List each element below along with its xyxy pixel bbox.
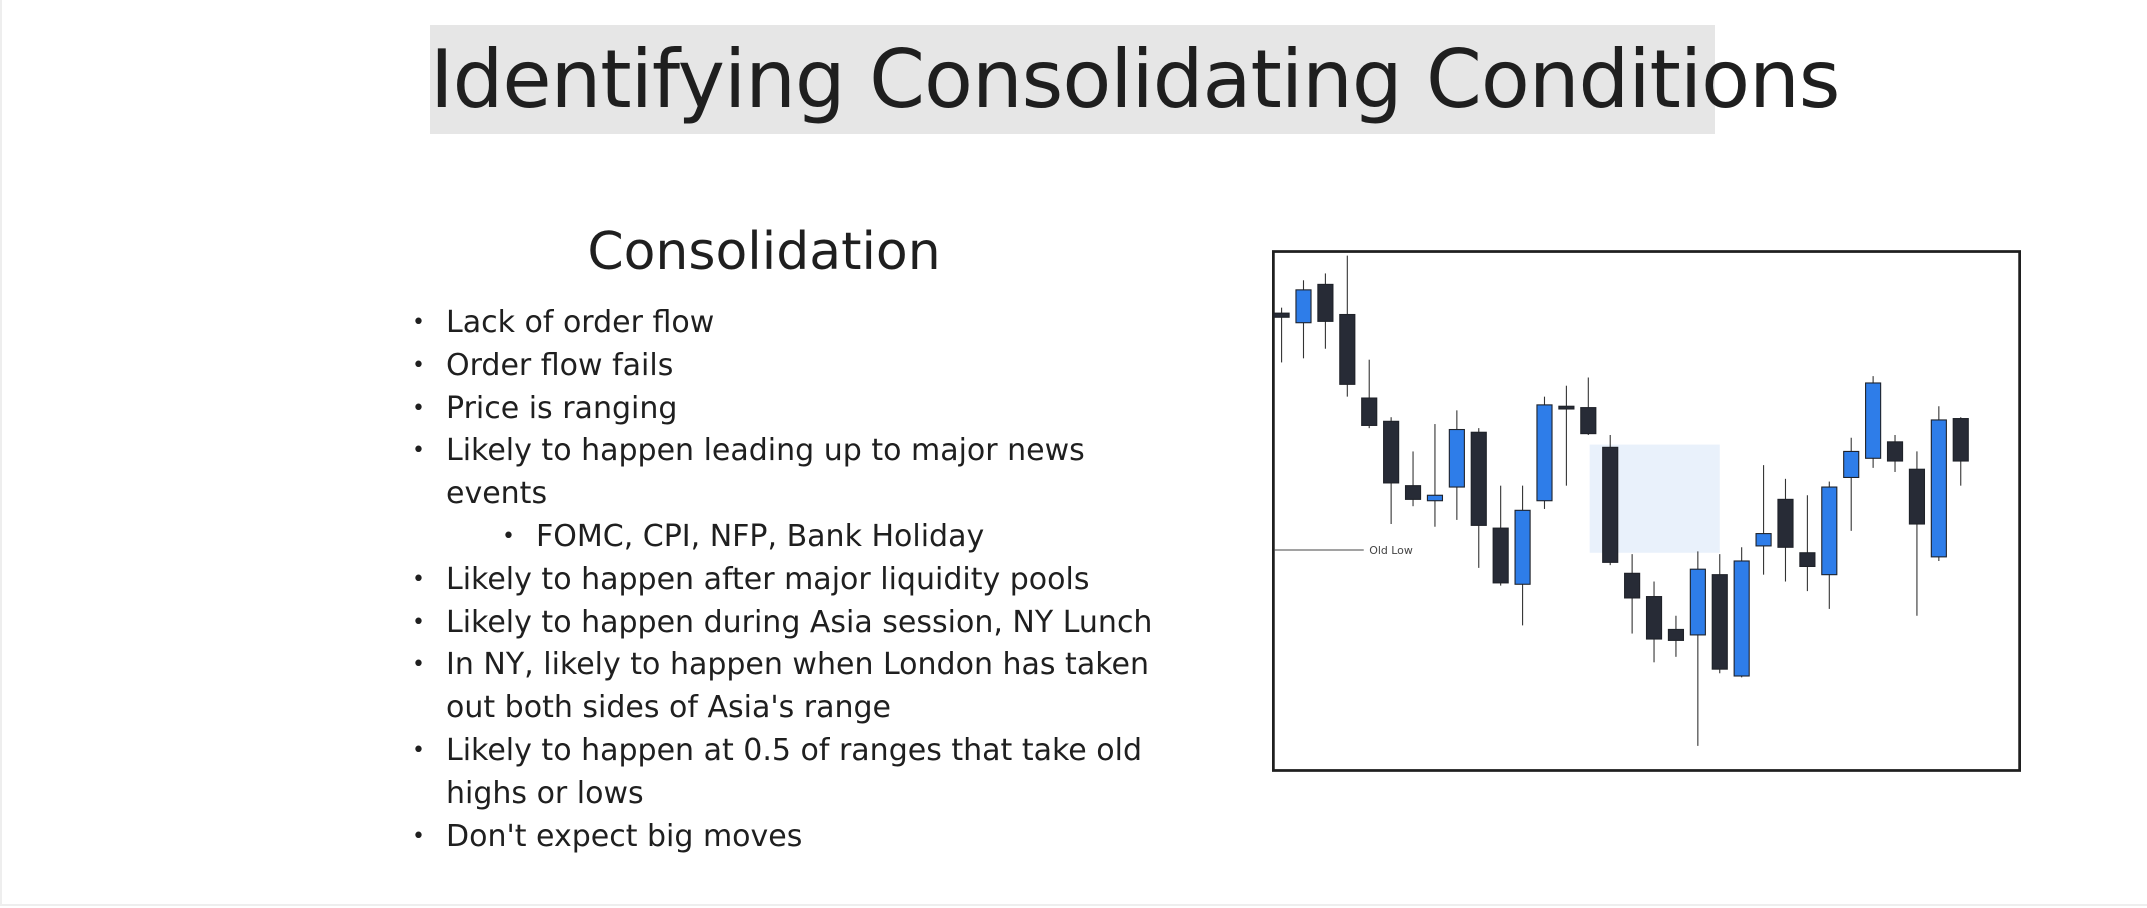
section-heading: Consolidation	[587, 222, 941, 282]
candle-body	[1733, 560, 1750, 677]
candles	[1273, 255, 1969, 746]
bullet-item: Don't expect big moves	[402, 816, 1181, 859]
candle-body	[1492, 527, 1509, 584]
candle-body	[1952, 418, 1969, 462]
slide-title: Identifying Consolidating Conditions	[430, 25, 1840, 134]
candle-body	[1821, 486, 1838, 576]
candle-body	[1295, 289, 1312, 324]
candle-body	[1426, 494, 1444, 502]
candle-body	[1361, 397, 1378, 426]
candle-body	[1470, 431, 1487, 526]
candle-body	[1273, 312, 1290, 318]
candle-body	[1777, 498, 1794, 548]
candle-body	[1536, 404, 1553, 502]
bullet-item: FOMC, CPI, NFP, Bank Holiday	[402, 516, 1181, 559]
candle-body	[1908, 468, 1926, 525]
candle-body	[1667, 628, 1685, 641]
bullet-item: Order flow fails	[402, 345, 1181, 388]
candle-body	[1580, 407, 1597, 435]
candle-body	[1448, 428, 1465, 488]
candle-body	[1843, 450, 1860, 479]
candlestick-illustration: Old Low	[1272, 250, 2021, 772]
bullet-item: Likely to happen during Asia session, NY…	[402, 602, 1181, 645]
candle-body	[1339, 313, 1356, 385]
candle-body	[1645, 596, 1663, 640]
bullet-item: Likely to happen leading up to major new…	[402, 430, 1181, 516]
bullet-item: Price is ranging	[402, 388, 1181, 431]
candle-body	[1514, 509, 1531, 585]
bullet-item: In NY, likely to happen when London has …	[402, 644, 1181, 730]
candle-body	[1886, 441, 1904, 462]
candle-body	[1602, 446, 1619, 563]
bullet-item: Likely to happen after major liquidity p…	[402, 559, 1181, 602]
bullet-item: Likely to happen at 0.5 of ranges that t…	[402, 730, 1181, 816]
old-low-label: Old Low	[1369, 544, 1413, 557]
candle-body	[1383, 420, 1400, 484]
candle-body	[1865, 382, 1882, 459]
candle-body	[1799, 552, 1816, 568]
candle-body	[1930, 419, 1947, 558]
bullet-item: Lack of order flow	[402, 302, 1181, 345]
candle-body	[1624, 572, 1641, 599]
candle-body	[1317, 283, 1334, 322]
candle-body	[1755, 533, 1772, 547]
candle-body	[1711, 574, 1728, 670]
candle-body	[1689, 568, 1706, 636]
candle-body	[1558, 405, 1575, 410]
bullet-list: Lack of order flowOrder flow failsPrice …	[402, 302, 1202, 858]
candle-body	[1404, 485, 1422, 500]
